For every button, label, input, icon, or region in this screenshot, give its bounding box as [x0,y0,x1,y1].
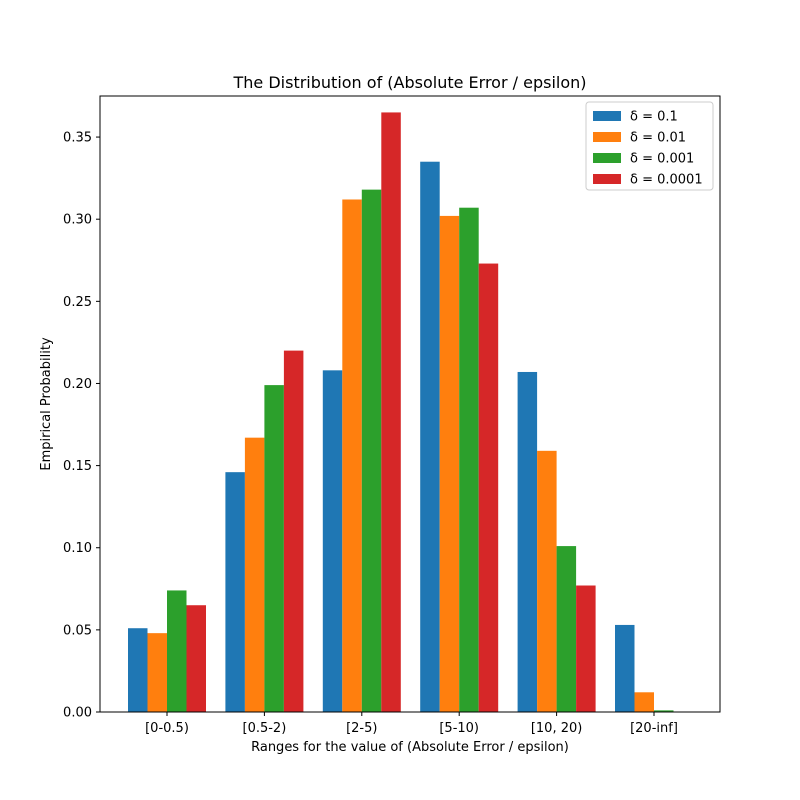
legend-label: δ = 0.01 [630,131,686,146]
legend-label: δ = 0.001 [630,152,694,167]
chart-title: The Distribution of (Absolute Error / ep… [233,73,587,92]
legend-box [585,101,714,191]
y-tick-label: 0.20 [63,377,92,392]
bar-2-1 [147,633,167,712]
legend-label: δ = 0.0001 [630,173,703,188]
bar-2-4 [439,215,460,712]
bar-1-3 [322,370,343,712]
x-tick-label: [0.5-2) [243,721,287,736]
bar-3-3 [361,189,382,712]
bar-1-4 [420,161,440,712]
bar-3-5 [556,546,577,712]
x-tick-label: [20-inf] [630,721,678,736]
bar-4-1 [186,605,206,712]
legend-swatch [593,132,621,142]
bar-1-1 [128,628,148,712]
y-axis-title: Empirical Probability [39,337,54,471]
x-tick-label: [0-0.5) [145,721,189,736]
x-tick-label: [10, 20) [531,721,583,736]
bar-3-6 [654,710,674,712]
bar-4-5 [576,585,596,712]
bar-4-4 [478,263,499,712]
bar-2-2 [244,437,265,712]
y-tick-label: 0.30 [63,213,92,228]
bar-4-2 [283,350,304,712]
y-tick-label: 0.05 [63,623,92,638]
bar-3-4 [459,207,479,712]
bar-2-5 [537,450,557,712]
bar-2-3 [342,199,362,713]
y-tick-label: 0.10 [63,541,92,556]
bar-3-2 [264,385,284,712]
x-tick-label: [5-10) [439,721,479,736]
legend-label: δ = 0.1 [630,110,678,125]
bars-layer [128,112,674,713]
bar-1-6 [615,624,635,712]
plot-frame [99,95,721,713]
bar-4-3 [381,112,401,713]
y-tick-label: 0.15 [63,459,92,474]
y-tick-label: 0.35 [63,131,92,146]
bar-1-2 [225,472,245,712]
legend-swatch [593,111,621,121]
legend-swatch [593,174,621,184]
legend-swatch [593,153,621,163]
y-axis: 0.00 0.05 0.10 0.15 0.20 0.25 0.30 0.35 [63,131,100,721]
x-axis-title: Ranges for the value of (Absolute Error … [251,740,569,755]
y-tick-label: 0.25 [63,295,92,310]
x-tick-label: [2-5) [346,721,377,736]
y-tick-label: 0.00 [63,706,92,721]
bar-2-6 [634,692,654,712]
x-axis: [0-0.5) [0.5-2) [2-5) [5-10) [10, 20) [20-inf… [145,712,678,736]
bar-1-5 [517,371,538,712]
legend: δ = 0.1 δ = 0.01 δ = 0.001 δ = 0.0001 [585,101,714,191]
bar-3-1 [167,590,187,712]
